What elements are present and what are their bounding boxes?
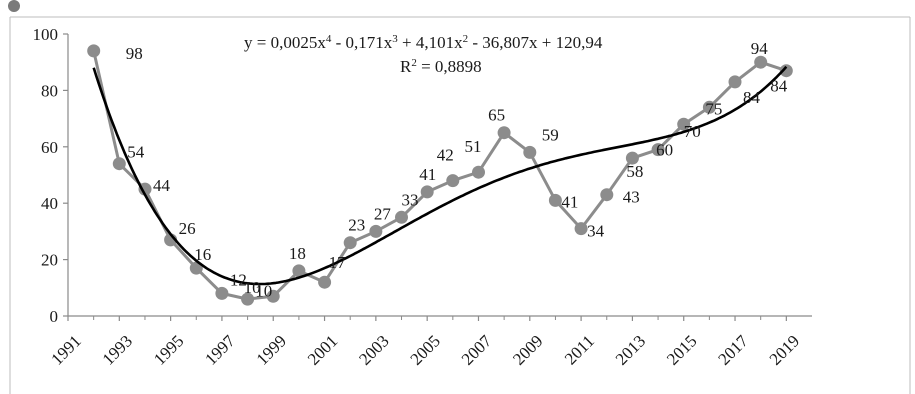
data-point <box>395 211 408 224</box>
data-label: 84 <box>743 88 761 107</box>
data-label: 23 <box>348 216 365 235</box>
data-label: 60 <box>656 141 673 160</box>
data-label: 65 <box>488 106 505 125</box>
corner-marker <box>8 0 20 12</box>
data-label: 94 <box>751 39 769 58</box>
x-tick-label: 2007 <box>458 331 496 369</box>
data-label: 26 <box>179 219 196 238</box>
data-point <box>729 75 742 88</box>
data-label: 42 <box>437 146 454 165</box>
y-tick-label: 80 <box>41 81 58 100</box>
x-tick-label: 1993 <box>99 331 136 368</box>
data-label: 58 <box>626 162 643 181</box>
data-point <box>421 185 434 198</box>
data-label: 70 <box>684 122 701 141</box>
data-label: 33 <box>402 190 419 209</box>
r-squared-part: = 0,8898 <box>417 57 482 76</box>
x-tick-label: 2013 <box>612 331 649 368</box>
x-tick-label: 1991 <box>47 331 84 368</box>
x-tick-label: 2011 <box>561 331 598 368</box>
data-label: 84 <box>770 77 788 96</box>
data-point <box>549 194 562 207</box>
x-tick-label: 2019 <box>766 331 803 368</box>
data-point <box>498 126 511 139</box>
data-label: 10 <box>255 281 272 300</box>
data-point <box>113 157 126 170</box>
x-tick-label: 2003 <box>355 331 392 368</box>
data-point <box>523 146 536 159</box>
r-squared-part: R <box>400 57 412 76</box>
x-tick-label: 1999 <box>253 331 290 368</box>
x-tick-label: 2017 <box>714 331 752 369</box>
r-squared: R2 = 0,8898 <box>400 57 482 76</box>
data-label: 43 <box>623 188 640 207</box>
y-tick-label: 40 <box>41 194 58 213</box>
data-label: 75 <box>705 99 722 118</box>
data-label: 18 <box>289 244 306 263</box>
y-tick-label: 100 <box>33 25 59 44</box>
data-label: 44 <box>153 176 171 195</box>
x-tick-label: 2009 <box>509 331 546 368</box>
data-label: 54 <box>127 143 145 162</box>
equation-part: + 4,101x <box>398 33 463 52</box>
y-tick-label: 0 <box>50 307 59 326</box>
data-label: 34 <box>587 222 605 241</box>
data-point <box>344 236 357 249</box>
x-tick-label: 1997 <box>201 331 239 369</box>
x-tick-label: 2015 <box>663 331 700 368</box>
x-tick-label: 2001 <box>304 331 341 368</box>
data-point <box>446 174 459 187</box>
data-label: 98 <box>126 44 143 63</box>
data-point <box>87 44 100 57</box>
data-label: 17 <box>329 253 347 272</box>
y-tick-label: 60 <box>41 138 58 157</box>
data-label: 16 <box>194 245 211 264</box>
data-point <box>318 276 331 289</box>
data-point <box>600 188 613 201</box>
equation-part: - 36,807x + 120,94 <box>468 33 603 52</box>
x-tick-label: 1995 <box>150 331 187 368</box>
data-point <box>215 287 228 300</box>
data-label: 27 <box>374 204 392 223</box>
equation-part: y = 0,0025x <box>244 33 326 52</box>
data-label: 41 <box>561 192 578 211</box>
data-point <box>575 222 588 235</box>
trend-equation: y = 0,0025x4 - 0,171x3 + 4,101x2 - 36,80… <box>244 33 603 52</box>
data-label: 59 <box>542 125 559 144</box>
data-label: 41 <box>419 165 436 184</box>
data-point <box>472 166 485 179</box>
equation-part: - 0,171x <box>331 33 392 52</box>
x-tick-label: 2005 <box>407 331 444 368</box>
y-tick-label: 20 <box>41 251 58 270</box>
data-label: 51 <box>465 137 482 156</box>
data-point <box>369 225 382 238</box>
